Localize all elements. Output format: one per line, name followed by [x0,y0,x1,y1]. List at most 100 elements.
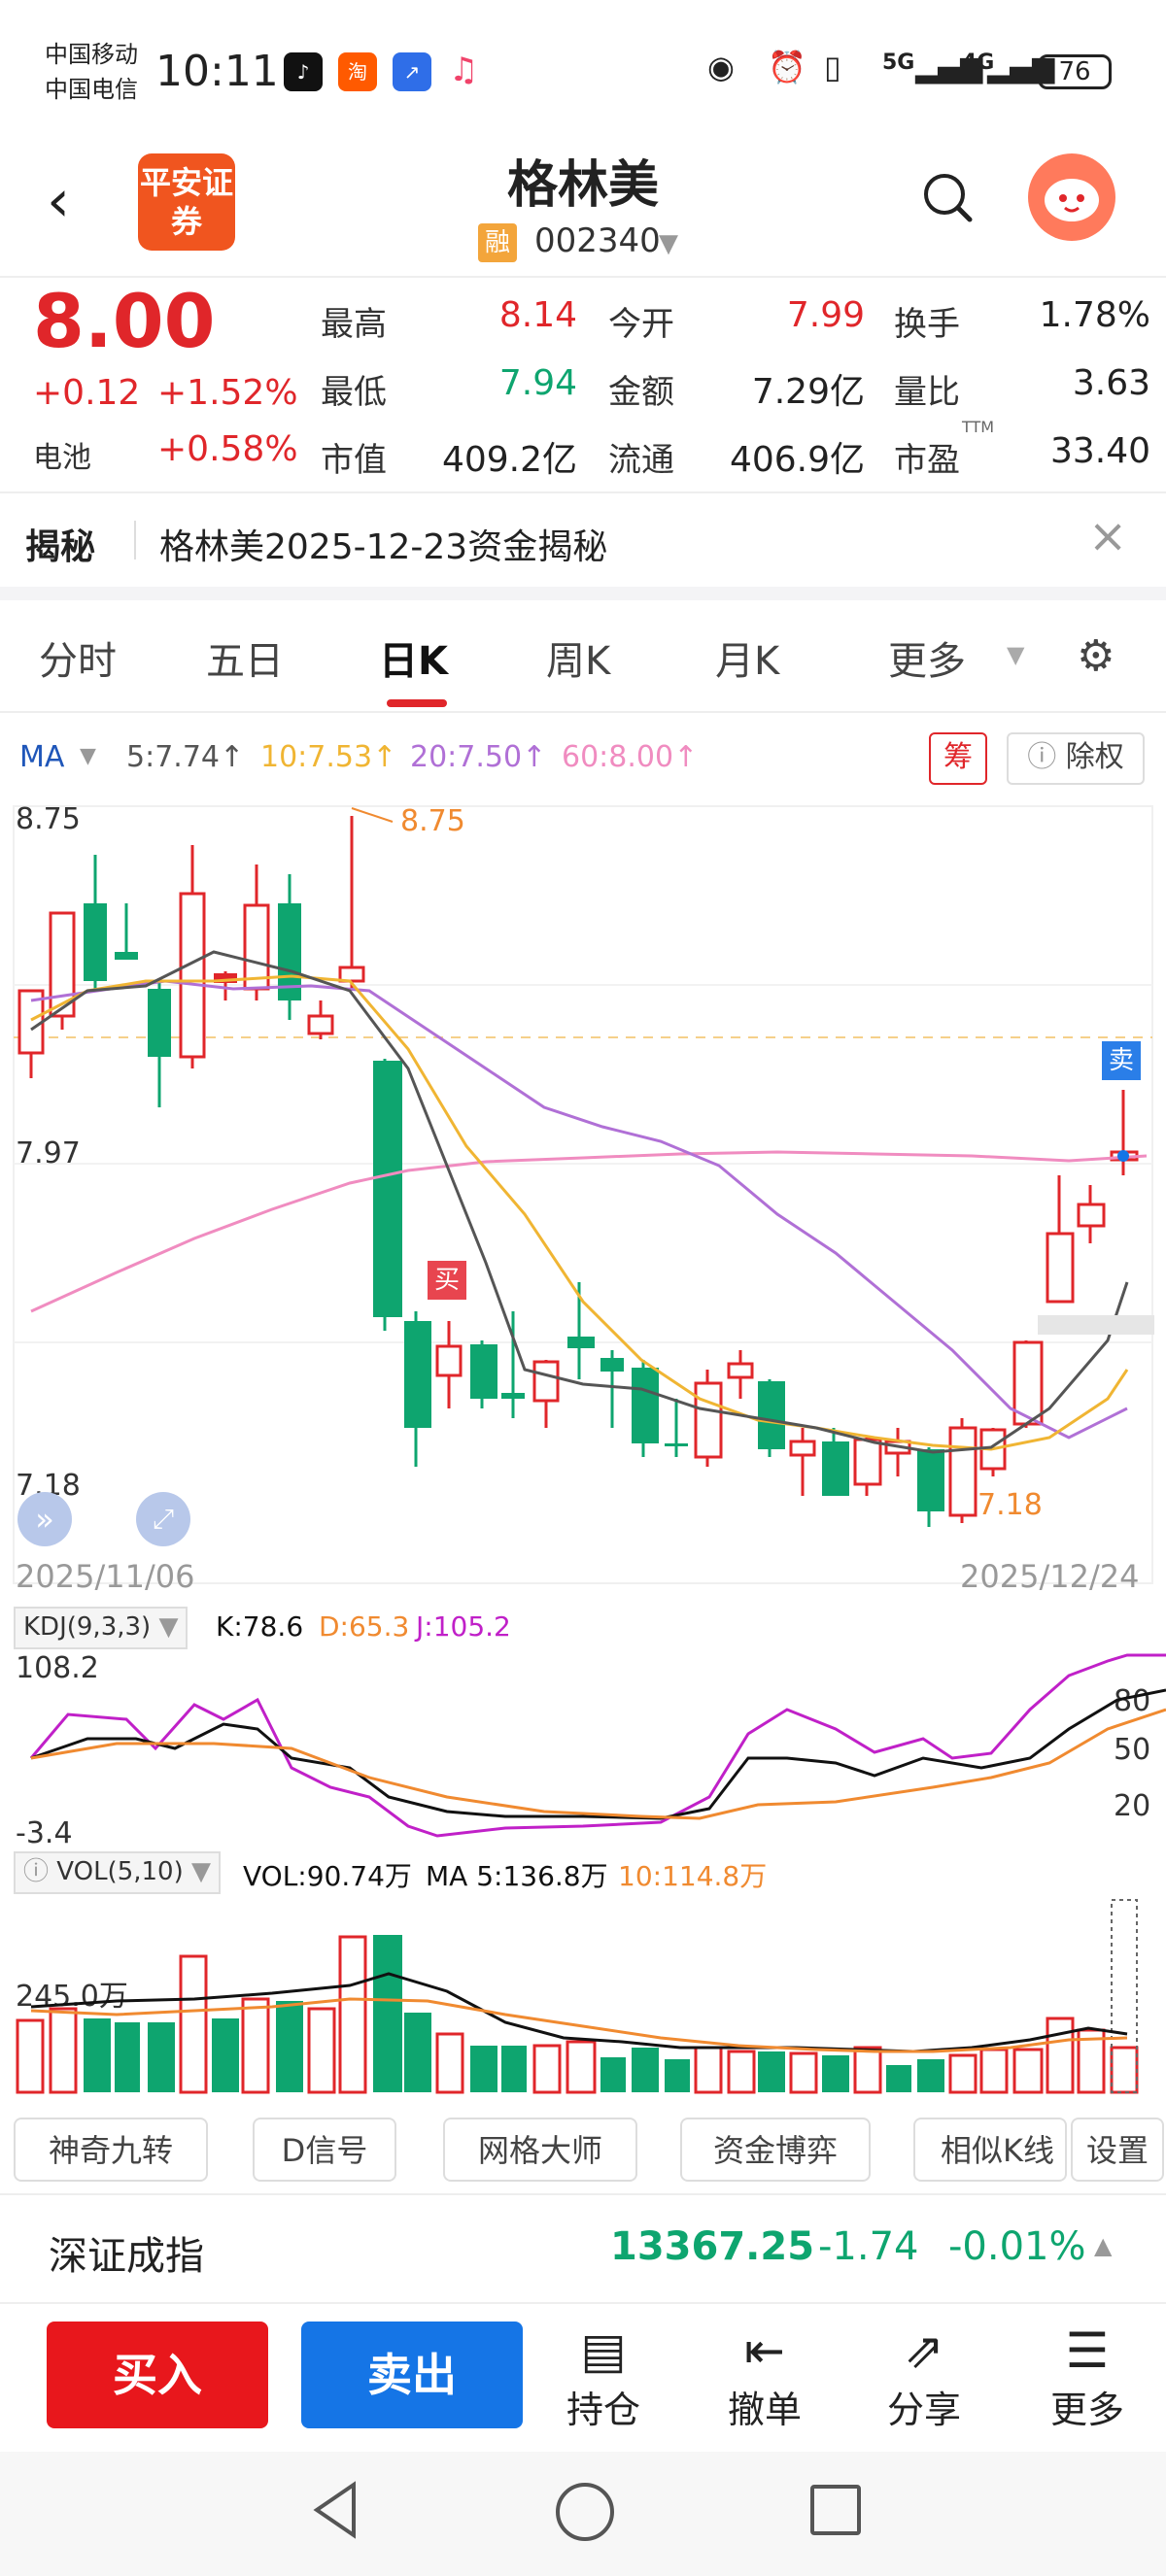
kdj-d: D:65.3 [319,1610,410,1643]
turnover-value: 1.78% [1039,295,1150,335]
reveal-separator [134,521,136,559]
float-value: 406.9亿 [729,440,865,480]
network-4g-label: 4G [962,51,995,75]
share-button[interactable]: ⇗ 分享 [871,2322,977,2433]
hold-button[interactable]: ▤ 持仓 [550,2322,657,2433]
fullscreen-icon[interactable]: ⤢ [136,1492,190,1546]
ma-label[interactable]: MA [19,740,65,774]
stock-name: 格林美 [506,156,659,215]
kline-y-mid: 7.97 [16,1136,81,1170]
exright-button[interactable]: ⓘ 除权 [1007,732,1145,785]
back-icon[interactable]: ‹ [47,167,70,235]
max-marker [351,807,394,823]
low-label: 最低 [321,373,387,412]
more-button[interactable]: ☰ 更多 [1034,2322,1141,2433]
info-icon: ⓘ [1027,740,1057,774]
reveal-bar[interactable]: 揭秘 格林美2025-12-23资金揭秘 × [0,495,1166,585]
tool-nine-turn[interactable]: 神奇九转 [14,2118,208,2182]
chip-distribution-button[interactable]: 筹 [929,732,987,785]
close-icon[interactable]: × [1088,509,1128,563]
divider [0,711,1166,713]
cancel-order-button[interactable]: ⇤ 撤单 [711,2322,818,2433]
volume-chart[interactable] [0,1894,1166,2094]
stock-code[interactable]: 002340 [534,221,661,260]
kdj-chart[interactable] [0,1651,1166,1846]
sector-label[interactable]: 电池 [33,441,91,475]
share-icon: ⇗ [904,2322,944,2379]
tab-five-day[interactable]: 五日 [206,639,284,684]
alarm-icon: ⏰ [768,49,806,85]
sell-button[interactable]: 卖出 [301,2322,523,2428]
system-nav-bar [0,2452,1166,2576]
nav-back-icon[interactable] [309,2479,363,2545]
exright-label: 除权 [1065,740,1124,774]
ma5-value: 5:7.74↑ [126,740,245,774]
kdj-dropdown-icon: ▼ [158,1612,179,1642]
ma20-line [30,979,1128,1440]
expand-left-icon[interactable]: » [17,1492,72,1546]
cap-value: 409.2亿 [441,440,577,480]
tab-monthly-k[interactable]: 月K [715,639,780,684]
avatar[interactable] [1028,153,1115,241]
share-label: 分享 [886,2389,961,2431]
search-icon[interactable] [921,171,976,225]
document-icon: ▤ [580,2322,627,2379]
kdj-d-line [30,1708,1166,1820]
candle-series [17,816,1139,1527]
kdj-bottom: -3.4 [16,1816,73,1850]
pe-ttm-tag: TTM [962,418,995,436]
sell-signal-tag[interactable]: 卖 [1102,1041,1141,1080]
vol-ma10-line [30,1997,1128,2053]
kline-chart[interactable] [0,797,1166,1593]
buy-button[interactable]: 买入 [47,2322,268,2428]
kdj-j-line [29,1653,1166,1838]
ma20-value: 20:7.50↑ [410,740,547,774]
tab-weekly-k[interactable]: 周K [546,639,611,684]
tab-more[interactable]: 更多 [888,639,966,684]
vol-selector[interactable]: ⓘ VOL(5,10) ▼ [14,1851,222,1894]
cap-label: 市值 [321,441,387,480]
kdj-label: KDJ(9,3,3) [23,1612,152,1642]
nav-home-icon[interactable] [556,2483,614,2541]
tiktok-icon: ♪ [284,52,323,91]
taobao-icon: 淘 [338,52,377,91]
hold-label: 持仓 [566,2389,640,2431]
nav-recents-icon[interactable] [810,2485,861,2535]
vibrate-icon: ▯ [824,49,841,85]
tool-settings[interactable]: 设置 [1071,2118,1164,2182]
tab-more-dropdown-icon[interactable]: ▼ [1007,641,1025,668]
ma60-value: 60:8.00↑ [562,740,699,774]
kdj-level-20: 20 [1114,1789,1151,1823]
tool-d-signal[interactable]: D信号 [253,2118,396,2182]
pe-label: 市盈 [894,441,960,480]
index-name: 深证成指 [49,2234,204,2279]
index-bar[interactable]: 深证成指 13367.25 -1.74 -0.01% ▲ [0,2193,1166,2304]
tool-similar-k[interactable]: 相似K线 [913,2118,1067,2182]
reveal-text[interactable]: 格林美2025-12-23资金揭秘 [159,527,608,567]
vol-value: VOL:90.74万 [243,1860,412,1892]
sell-point-dot [1117,1150,1129,1162]
kdj-level-80: 80 [1114,1684,1151,1718]
cancel-label: 撤单 [727,2389,802,2431]
chevron-up-icon[interactable]: ▲ [1094,2232,1113,2259]
carrier-2: 中国电信 [45,76,138,103]
buy-signal-tag[interactable]: 买 [428,1261,466,1300]
index-pct: -0.01% [948,2224,1086,2269]
amount-label: 金额 [608,373,674,412]
price-change: +0.12 [33,373,141,413]
pe-value: 33.40 [1049,431,1150,471]
current-price: 8.00 [33,278,216,364]
tab-intraday[interactable]: 分时 [39,639,117,684]
code-dropdown-icon[interactable]: ▼ [659,229,678,258]
margin-badge: 融 [478,223,517,262]
ma-dropdown-icon[interactable]: ▼ [80,744,96,768]
gear-icon[interactable]: ⚙ [1077,631,1115,681]
tool-grid-master[interactable]: 网格大师 [443,2118,637,2182]
divider [0,491,1166,493]
ma5-line [30,950,1129,1454]
high-value: 8.14 [498,295,577,335]
kline-min-label: 7.18 [977,1488,1043,1522]
kdj-selector[interactable]: KDJ(9,3,3) ▼ [14,1607,189,1649]
tool-fund-game[interactable]: 资金博弈 [680,2118,871,2182]
tab-daily-k[interactable]: 日K [379,639,448,684]
